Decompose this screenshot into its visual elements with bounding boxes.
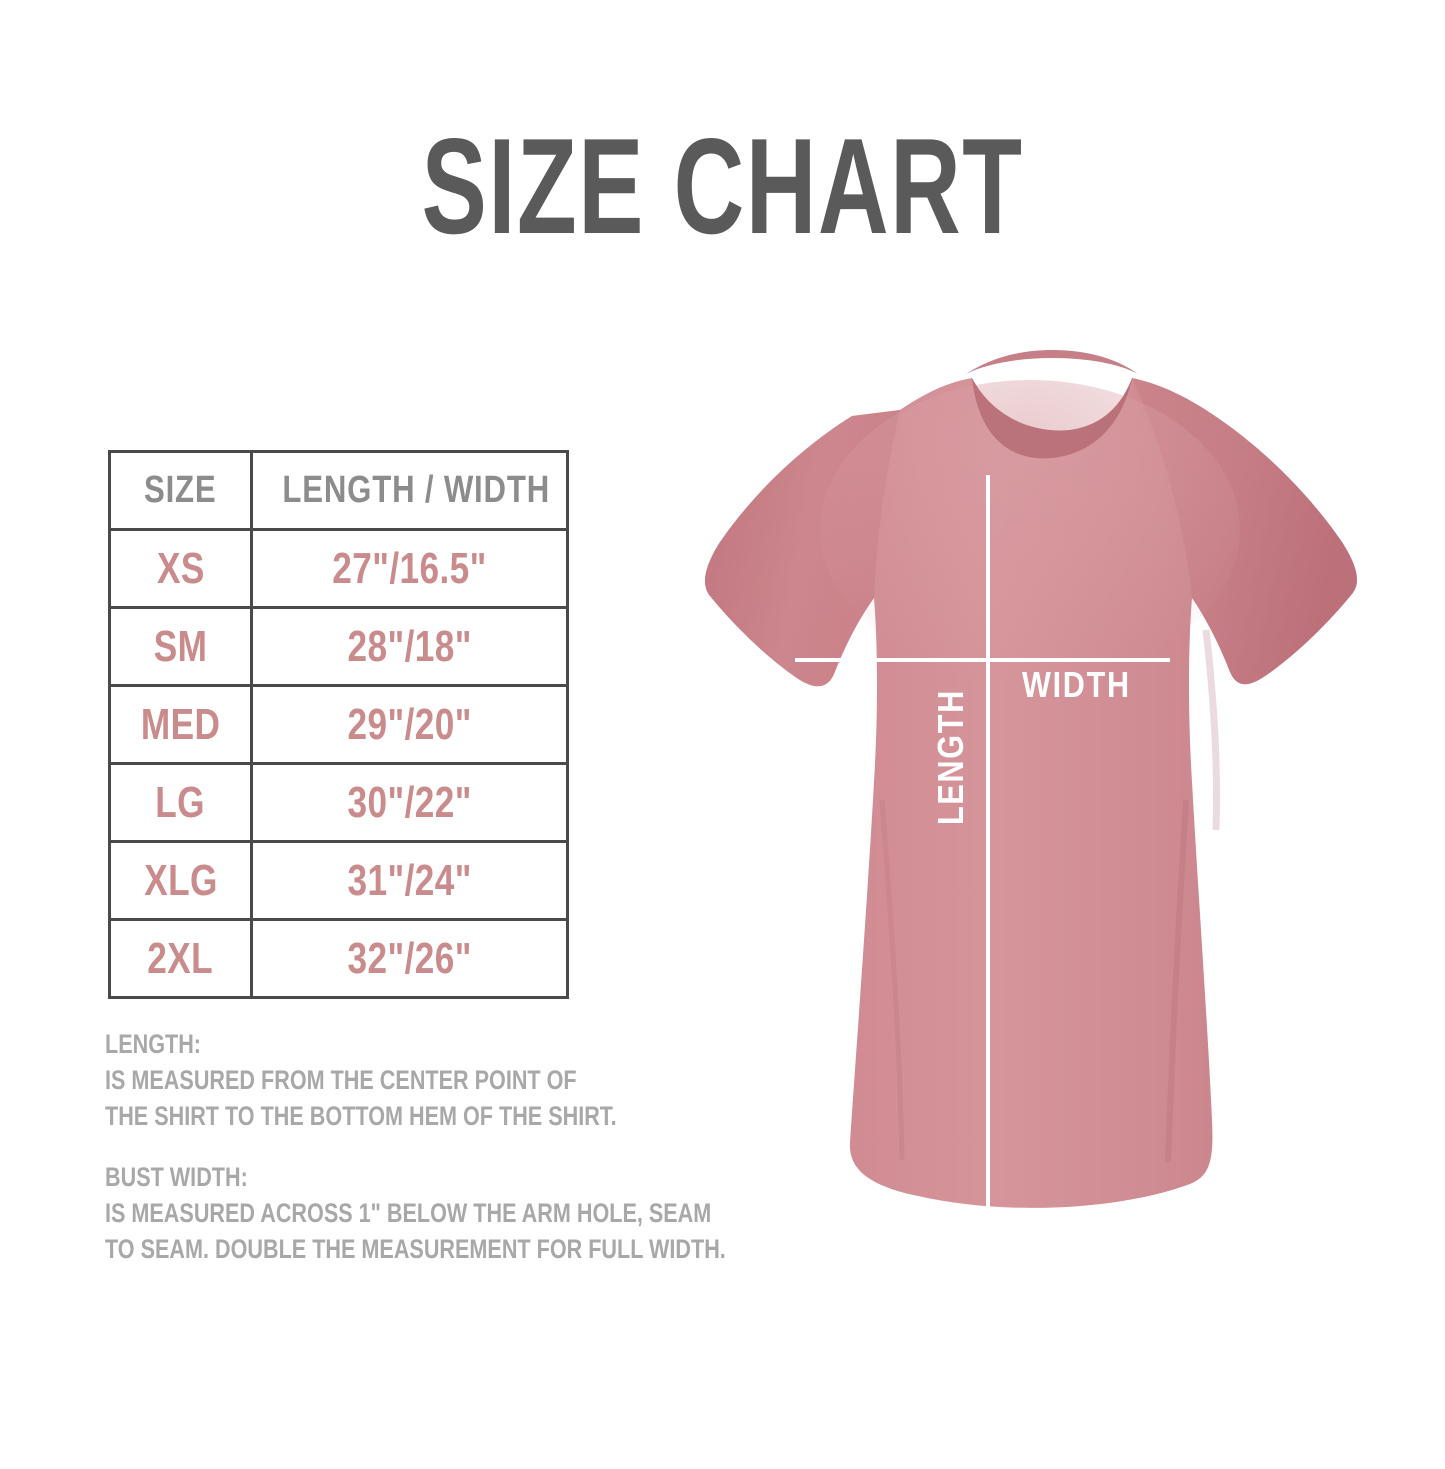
cell-size: SM: [108, 606, 253, 687]
note-length-heading: LENGTH:: [105, 1029, 201, 1059]
shirt-fold-left: [879, 799, 905, 1161]
table-row: 2XL 32"/26": [108, 918, 569, 999]
size-value: 2XL: [147, 933, 214, 983]
cell-size: 2XL: [108, 918, 253, 999]
cell-size: MED: [108, 684, 253, 765]
cell-length-width: 31"/24": [250, 840, 569, 921]
cell-size: XS: [108, 528, 253, 609]
size-value: XS: [156, 543, 205, 593]
header-label-length-width: LENGTH / WIDTH: [282, 469, 551, 511]
note-bust-line2: TO SEAM. DOUBLE THE MEASUREMENT FOR FULL…: [105, 1234, 726, 1264]
width-label: WIDTH: [1022, 664, 1131, 705]
length-width-value: 29"/20": [347, 699, 472, 749]
header-label-size: SIZE: [144, 469, 217, 511]
table-row: XLG 31"/24": [108, 840, 569, 921]
size-value: MED: [140, 699, 221, 749]
cell-length-width: 28"/18": [250, 606, 569, 687]
note-length-line1: IS MEASURED FROM THE CENTER POINT OF: [105, 1065, 577, 1095]
size-table: SIZE LENGTH / WIDTH XS 27"/16.5" SM: [108, 450, 569, 999]
shirt-fold-right: [1165, 799, 1189, 1163]
shirt-collar-shadow: [972, 378, 1132, 459]
note-length: LENGTH: IS MEASURED FROM THE CENTER POIN…: [105, 1026, 745, 1134]
table-row: LG 30"/22": [108, 762, 569, 843]
note-bust-line1: IS MEASURED ACROSS 1" BELOW THE ARM HOLE…: [105, 1198, 712, 1228]
cell-length-width: 30"/22": [250, 762, 569, 843]
tshirt-icon: [705, 350, 1357, 1208]
cell-size: XLG: [108, 840, 253, 921]
shirt-highlight: [820, 380, 1240, 680]
size-value: LG: [155, 777, 206, 827]
table-header-row: SIZE LENGTH / WIDTH: [108, 450, 569, 531]
length-width-value: 28"/18": [347, 621, 472, 671]
header-cell-length-width: LENGTH / WIDTH: [250, 450, 569, 531]
length-width-value: 31"/24": [347, 855, 472, 905]
tshirt-illustration: [600, 330, 1400, 1290]
shirt-collar: [966, 350, 1138, 374]
table-row: MED 29"/20": [108, 684, 569, 765]
header-cell-size: SIZE: [108, 450, 253, 531]
length-label: LENGTH: [930, 689, 971, 825]
length-width-value: 27"/16.5": [332, 543, 487, 593]
table-row: XS 27"/16.5": [108, 528, 569, 609]
shirt-fold-armhole-right: [1202, 629, 1220, 831]
note-bust-heading: BUST WIDTH:: [105, 1162, 248, 1192]
cell-size: LG: [108, 762, 253, 843]
note-length-line2: THE SHIRT TO THE BOTTOM HEM OF THE SHIRT…: [105, 1101, 617, 1131]
length-width-value: 32"/26": [347, 933, 472, 983]
table-row: SM 28"/18": [108, 606, 569, 687]
cell-length-width: 32"/26": [250, 918, 569, 999]
page-title: SIZE CHART: [421, 110, 1024, 262]
cell-length-width: 29"/20": [250, 684, 569, 765]
size-value: XLG: [143, 855, 218, 905]
note-bust-width: BUST WIDTH: IS MEASURED ACROSS 1" BELOW …: [105, 1159, 881, 1267]
length-width-value: 30"/22": [347, 777, 472, 827]
size-value: SM: [153, 621, 208, 671]
cell-length-width: 27"/16.5": [250, 528, 569, 609]
